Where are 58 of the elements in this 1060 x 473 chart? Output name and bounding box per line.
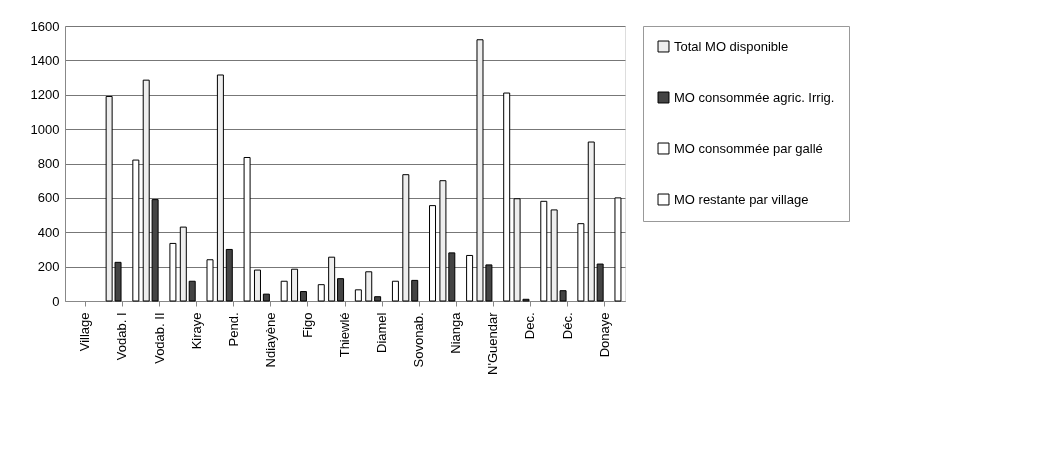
x-tick-label: Donaye [596,312,612,358]
bar [374,296,382,302]
y-tick-label: 200 [37,259,60,275]
bar [411,279,419,302]
legend-label: MO restante par village [674,191,809,207]
bar [243,156,251,302]
y-tick-label: 1600 [30,18,60,34]
bar [596,263,604,302]
legend-label: Total MO disponible [674,38,789,54]
bar [354,289,362,302]
bar [365,271,373,302]
bar [614,197,622,302]
y-tick-label: 1000 [30,121,60,137]
y-tick-label: 1400 [30,52,60,68]
y-tick-label: 400 [37,224,60,240]
y-tick-label: 600 [37,190,60,206]
x-tick-label: Diamel [374,312,390,353]
bar [132,159,140,302]
bar [280,280,288,302]
bar [337,278,345,302]
x-tick-label: Vodab. II [151,312,167,364]
x-tick-label: Kiraye [188,312,204,350]
bar [169,242,177,302]
bar [466,254,474,302]
bar [206,259,214,302]
x-tick-label: Ndiayène [262,312,278,368]
x-tick-label: Nianga [448,311,464,354]
x-tick-label: N'Guendar [485,311,501,375]
bar [429,205,437,302]
y-tick-label: 1200 [30,87,60,103]
x-tick-label: Pend. [225,312,241,347]
x-tick-label: Déc. [559,312,575,340]
bar [225,248,233,302]
bar [587,141,595,302]
bar [179,226,187,302]
legend-label: MO consommée agric. Irrig. [674,89,835,105]
x-tick-label: Village [77,312,93,352]
bar [216,74,224,302]
legend-label: MO consommée par gallé [674,140,823,156]
bar [262,293,270,302]
x-tick-label: Thiewlé [337,312,352,358]
bar [503,92,511,302]
bar [317,284,325,302]
x-tick-label: Sovonab. [411,312,427,368]
bar [328,256,336,302]
bar [291,268,299,302]
y-tick-label: 0 [52,293,60,309]
x-tick-label: Dec. [522,312,538,340]
bar [253,269,261,302]
bar [577,223,585,302]
x-tick-label: Figo [299,312,315,338]
bar [540,200,548,302]
bar [402,174,410,302]
x-tick-label: Vodab. I [114,312,130,361]
bar [188,280,196,302]
bar [299,291,307,302]
bar [391,280,399,302]
y-tick-label: 800 [37,156,60,171]
